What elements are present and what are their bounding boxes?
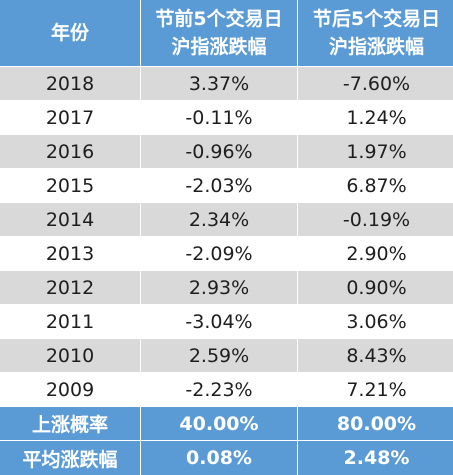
cell-pre: 2.34% xyxy=(141,203,297,236)
cell-year: 2017 xyxy=(0,101,140,134)
cell-year: 2018 xyxy=(0,67,140,100)
cell-pre: -0.11% xyxy=(141,101,297,134)
cell-post: 8.43% xyxy=(298,339,453,372)
cell-post: 2.90% xyxy=(298,237,453,270)
cell-year: 2012 xyxy=(0,271,140,304)
header-post-holiday: 节后5个交易日 沪指涨跌幅 xyxy=(298,0,453,66)
cell-pre: 2.93% xyxy=(141,271,297,304)
cell-post: 6.87% xyxy=(298,169,453,202)
cell-year: 2015 xyxy=(0,169,140,202)
cell-year: 2009 xyxy=(0,373,140,406)
footer-pre-average-change: 0.08% xyxy=(141,441,297,475)
cell-pre: -3.04% xyxy=(141,305,297,338)
footer-pre-rise-probability: 40.00% xyxy=(141,407,297,440)
header-pre-line2: 沪指涨跌幅 xyxy=(171,36,267,58)
footer-post-average-change: 2.48% xyxy=(298,441,453,475)
header-post-line1: 节后5个交易日 xyxy=(312,8,441,30)
cell-post: 0.90% xyxy=(298,271,453,304)
cell-pre: 3.37% xyxy=(141,67,297,100)
cell-post: 3.06% xyxy=(298,305,453,338)
footer-label-rise-probability: 上涨概率 xyxy=(0,407,140,440)
cell-year: 2011 xyxy=(0,305,140,338)
footer-label-average-change: 平均涨跌幅 xyxy=(0,441,140,475)
header-year: 年份 xyxy=(0,0,140,66)
cell-pre: 2.59% xyxy=(141,339,297,372)
cell-post: -0.19% xyxy=(298,203,453,236)
header-year-label: 年份 xyxy=(50,22,89,44)
cell-post: 7.21% xyxy=(298,373,453,406)
cell-post: -7.60% xyxy=(298,67,453,100)
cell-year: 2014 xyxy=(0,203,140,236)
cell-pre: -2.03% xyxy=(141,169,297,202)
header-post-line2: 沪指涨跌幅 xyxy=(328,36,424,58)
cell-year: 2013 xyxy=(0,237,140,270)
header-pre-holiday: 节前5个交易日 沪指涨跌幅 xyxy=(141,0,297,66)
cell-year: 2016 xyxy=(0,135,140,168)
cell-post: 1.97% xyxy=(298,135,453,168)
cell-pre: -2.23% xyxy=(141,373,297,406)
cell-pre: -0.96% xyxy=(141,135,297,168)
header-pre-line1: 节前5个交易日 xyxy=(155,8,283,30)
footer-post-rise-probability: 80.00% xyxy=(298,407,453,440)
cell-year: 2010 xyxy=(0,339,140,372)
cell-post: 1.24% xyxy=(298,101,453,134)
cell-pre: -2.09% xyxy=(141,237,297,270)
